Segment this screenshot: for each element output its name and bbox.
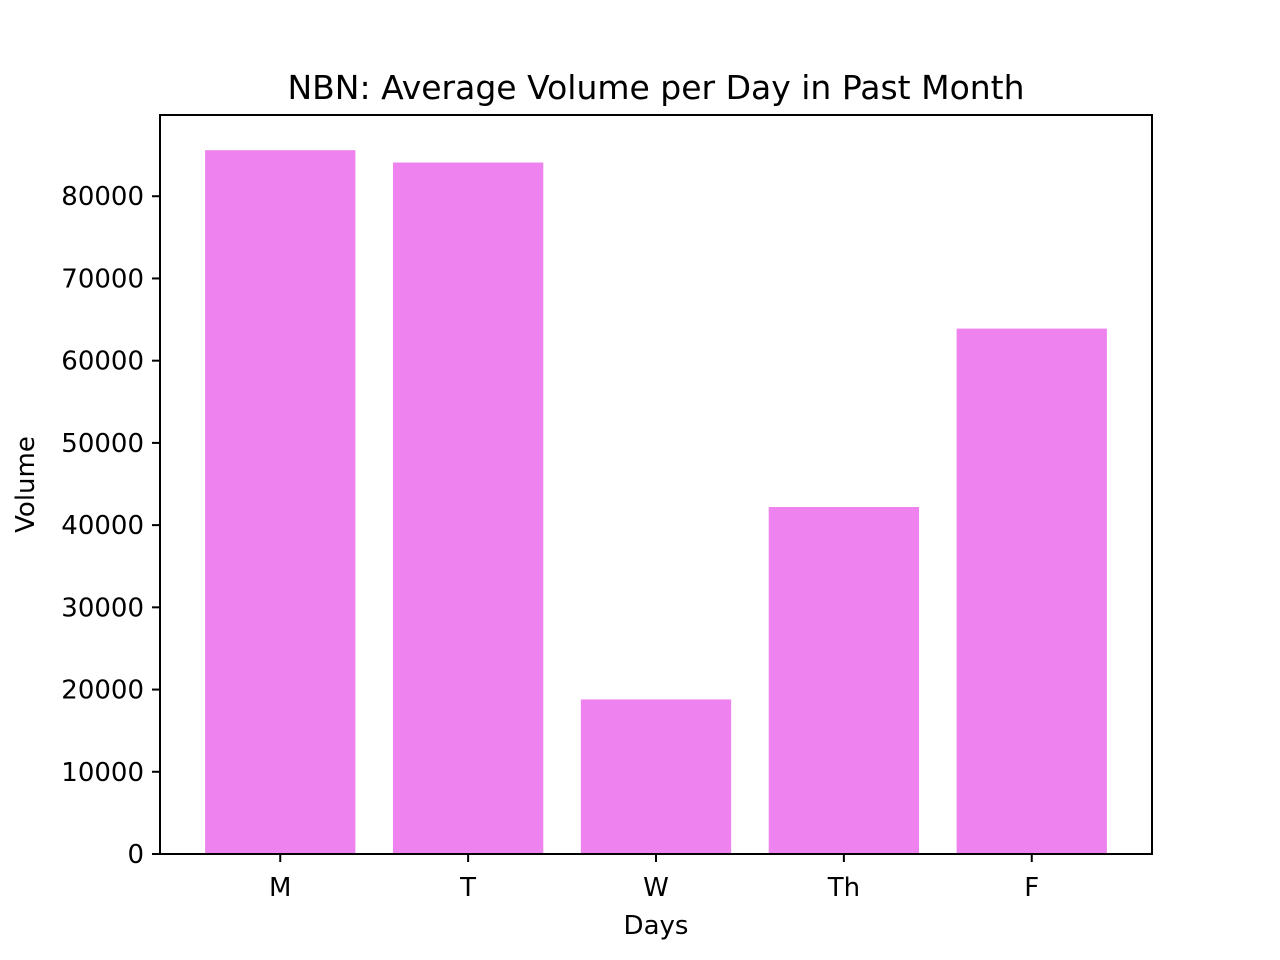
y-tick-label-20000: 20000 bbox=[61, 676, 144, 706]
x-tick-label-w: W bbox=[643, 873, 669, 903]
x-tick-label-m: M bbox=[269, 873, 291, 903]
y-axis-ticks: 0 10000 20000 30000 40000 50000 60000 70000 8000… bbox=[61, 182, 160, 870]
y-tick-label-50000: 50000 bbox=[61, 429, 144, 459]
y-axis-label: Volume bbox=[11, 436, 41, 533]
bars-group bbox=[205, 150, 1107, 855]
bar-t bbox=[392, 162, 544, 855]
x-tick-label-t: T bbox=[459, 873, 476, 903]
bar-m bbox=[205, 150, 356, 854]
y-tick-label-60000: 60000 bbox=[61, 347, 144, 377]
y-tick-label-30000: 30000 bbox=[61, 593, 144, 623]
x-axis-ticks: M T W Th F bbox=[269, 854, 1039, 903]
y-tick-label-10000: 10000 bbox=[61, 758, 144, 788]
y-tick-label-80000: 80000 bbox=[61, 182, 144, 212]
x-tick-label-f: F bbox=[1024, 873, 1039, 903]
x-tick-label-th: Th bbox=[827, 873, 860, 903]
y-tick-label-0: 0 bbox=[127, 840, 144, 870]
bar-f bbox=[956, 328, 1107, 854]
bar-th bbox=[768, 507, 920, 854]
plot-area-frame bbox=[159, 114, 1153, 855]
chart-title: NBN: Average Volume per Day in Past Mont… bbox=[287, 68, 1024, 107]
y-tick-label-40000: 40000 bbox=[61, 511, 144, 541]
bar-w bbox=[580, 699, 732, 854]
y-tick-label-70000: 70000 bbox=[61, 264, 144, 294]
x-axis-label: Days bbox=[624, 911, 689, 941]
